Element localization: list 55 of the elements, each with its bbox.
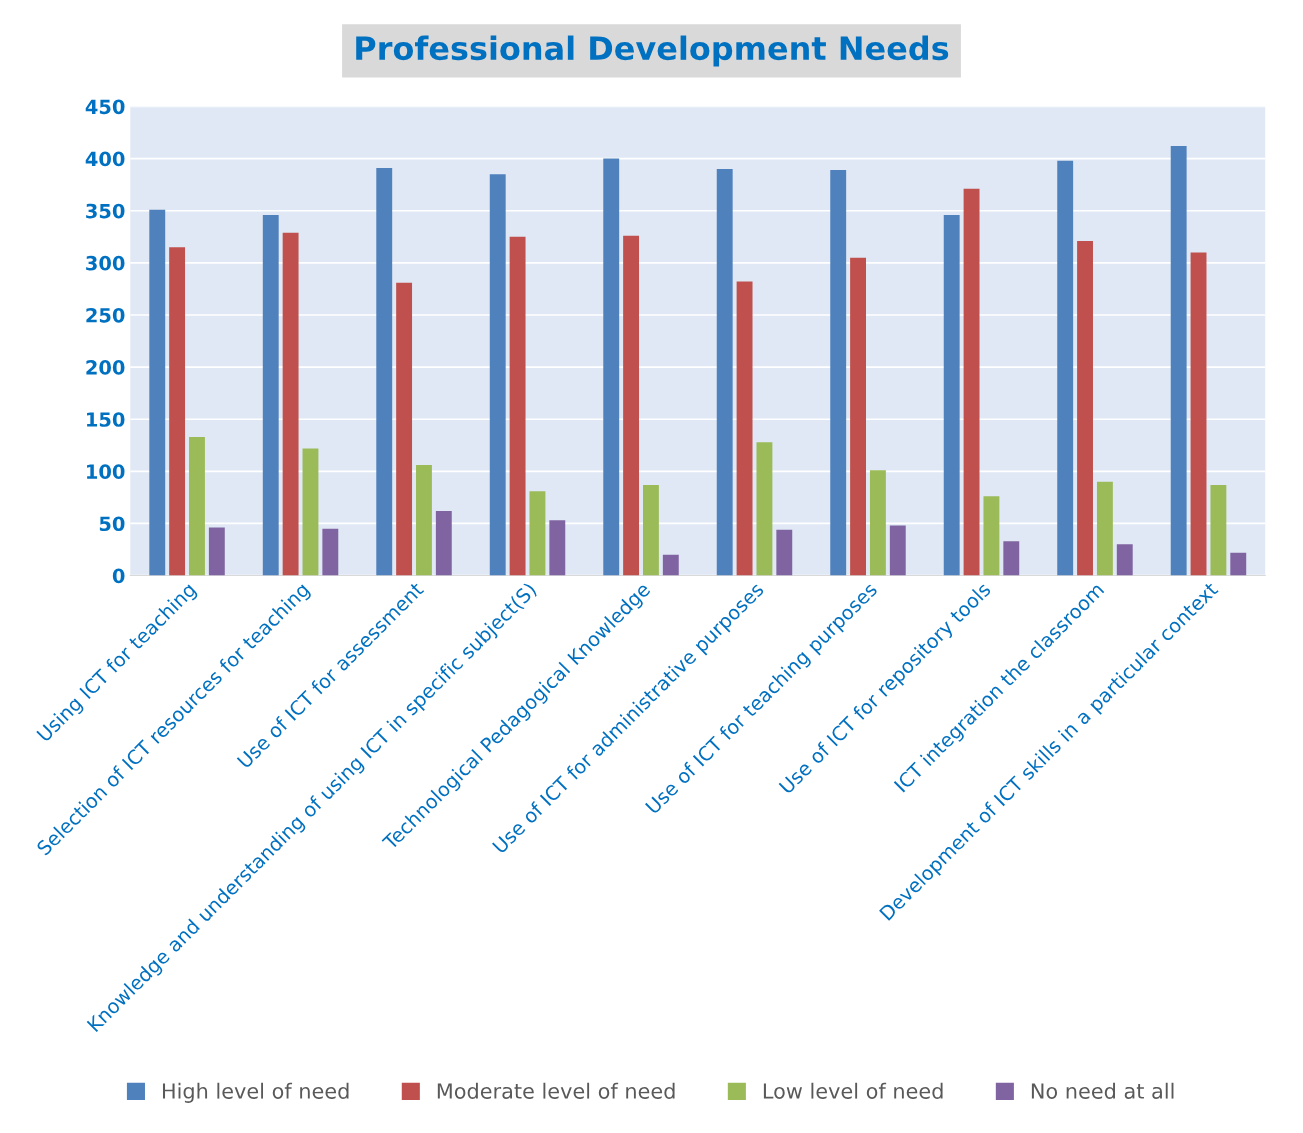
bar (943, 214, 960, 576)
bar (623, 235, 640, 576)
bar (529, 491, 546, 576)
bar (282, 232, 299, 576)
y-tick-label: 50 (99, 516, 125, 532)
legend-label: No need at all (1031, 1082, 1174, 1099)
y-tick-label: 300 (86, 255, 125, 271)
bar (603, 158, 620, 576)
bar (1057, 160, 1074, 576)
bar (169, 247, 186, 576)
bar (376, 168, 393, 576)
bar (189, 436, 205, 576)
bar (1170, 146, 1187, 576)
bar (1116, 544, 1133, 576)
bar (302, 448, 319, 576)
y-tick-label: 200 (86, 360, 125, 375)
bar (662, 554, 679, 576)
bar (1077, 240, 1093, 576)
y-tick-label: 250 (86, 307, 125, 323)
bar (643, 484, 659, 576)
bar (776, 529, 793, 576)
chart-title: Professional Development Needs (356, 35, 949, 67)
bar (736, 281, 753, 576)
bar (489, 174, 506, 576)
legend-label: Low level of need (763, 1082, 943, 1099)
y-tick-label: 100 (87, 464, 125, 479)
bar (396, 282, 413, 576)
y-tick-label: 400 (85, 151, 125, 167)
bar (756, 442, 773, 576)
bar (322, 528, 339, 576)
legend-label: Moderate level of need (437, 1082, 675, 1099)
bar (1210, 484, 1227, 576)
bar (262, 214, 279, 576)
y-tick-label: 150 (87, 412, 125, 427)
bar (869, 470, 886, 576)
bar (208, 527, 225, 576)
bar (889, 525, 906, 576)
bar (149, 209, 166, 576)
bar (435, 510, 452, 576)
y-tick-label: 350 (86, 203, 125, 219)
bar (1230, 552, 1247, 576)
bar (716, 169, 733, 576)
legend-label: High level of need (162, 1082, 349, 1103)
bar (549, 520, 566, 576)
y-tick-label: 0 (112, 568, 125, 584)
bar (1003, 541, 1020, 576)
bar (830, 170, 847, 576)
bar (963, 188, 980, 576)
bar (850, 257, 867, 576)
y-tick-label: 450 (85, 99, 125, 115)
bar (983, 496, 1000, 576)
bar (416, 465, 432, 576)
bar (509, 236, 526, 576)
bar (1190, 252, 1207, 576)
bar (1096, 481, 1113, 576)
